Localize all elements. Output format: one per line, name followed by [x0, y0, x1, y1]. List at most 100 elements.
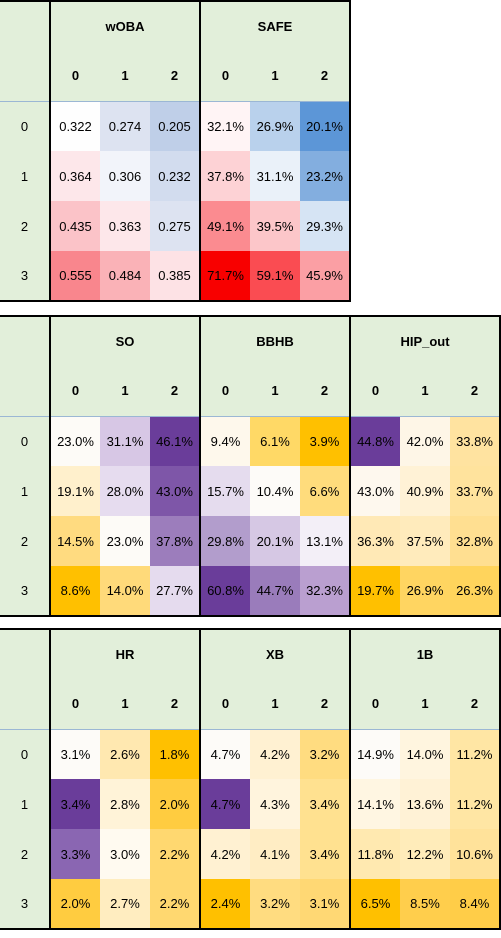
column-label: 0 [349, 678, 400, 730]
value-cell: 46.1% [150, 416, 200, 466]
column-label: 1 [100, 678, 150, 730]
row-label: 2 [0, 516, 50, 566]
column-label: 1 [400, 365, 450, 417]
value-cell: 0.363 [100, 201, 150, 251]
value-cell: 6.6% [300, 466, 350, 516]
value-cell: 19.7% [349, 566, 400, 617]
heatmap-table: HR XB 1B 0 1 2 0 1 2 0 1 2 0 3.1% 2.6% 1.8% 4.7% 4.2% 3.2%… [0, 628, 501, 930]
column-label: 2 [150, 365, 200, 417]
value-cell: 26.9% [250, 101, 300, 151]
value-cell: 13.1% [300, 516, 350, 566]
value-cell: 3.1% [300, 879, 350, 930]
table-row: 2 3.3% 3.0% 2.2% 4.2% 4.1% 3.4% 11.8% 12.2% 10.6% [0, 829, 501, 879]
column-label: 2 [300, 365, 350, 417]
value-cell: 23.0% [49, 416, 100, 466]
column-label: 0 [49, 365, 100, 417]
table-row: 2 14.5% 23.0% 37.8% 29.8% 20.1% 13.1% 36.3% 37.5… [0, 516, 501, 566]
value-cell: 4.7% [199, 779, 250, 829]
column-label: 2 [300, 50, 351, 102]
value-cell: 3.0% [100, 829, 150, 879]
value-cell: 37.8% [199, 151, 250, 201]
group-title: XB [199, 628, 350, 678]
group-title: SAFE [199, 0, 351, 50]
value-cell: 2.7% [100, 879, 150, 930]
value-cell: 32.8% [450, 516, 501, 566]
table-row: 1 0.364 0.306 0.232 37.8% 31.1% 23.2% [0, 151, 351, 201]
column-label: 2 [150, 50, 200, 102]
table-row: 3 2.0% 2.7% 2.2% 2.4% 3.2% 3.1% 6.5% 8.5% 8.4% [0, 879, 501, 930]
value-cell: 13.6% [400, 779, 450, 829]
value-cell: 3.2% [250, 879, 300, 930]
heatmap-table: wOBA SAFE 0 1 2 0 1 2 0 0.322 0.274 0.205 32.1% 26.9%… [0, 0, 351, 302]
value-cell: 37.8% [150, 516, 200, 566]
value-cell: 2.8% [100, 779, 150, 829]
value-cell: 0.275 [150, 201, 200, 251]
value-cell: 31.1% [100, 416, 150, 466]
value-cell: 3.4% [49, 779, 100, 829]
value-cell: 2.2% [150, 879, 200, 930]
value-cell: 2.0% [49, 879, 100, 930]
row-label: 0 [0, 729, 50, 779]
value-cell: 43.0% [349, 466, 400, 516]
column-label: 0 [49, 678, 100, 730]
value-cell: 8.5% [400, 879, 450, 930]
value-cell: 15.7% [199, 466, 250, 516]
value-cell: 4.3% [250, 779, 300, 829]
value-cell: 2.0% [150, 779, 200, 829]
value-cell: 59.1% [250, 251, 300, 302]
value-cell: 0.435 [49, 201, 100, 251]
value-cell: 14.0% [100, 566, 150, 617]
column-label: 1 [250, 678, 300, 730]
value-cell: 37.5% [400, 516, 450, 566]
value-cell: 0.232 [150, 151, 200, 201]
column-label: 1 [400, 678, 450, 730]
value-cell: 23.0% [100, 516, 150, 566]
value-cell: 8.4% [450, 879, 501, 930]
column-label: 0 [199, 678, 250, 730]
group-title: HR [49, 628, 200, 678]
corner-cell [0, 628, 50, 730]
row-label: 3 [0, 879, 50, 930]
corner-cell [0, 315, 50, 417]
value-cell: 26.9% [400, 566, 450, 617]
column-label: 1 [100, 50, 150, 102]
table-row: 0 3.1% 2.6% 1.8% 4.7% 4.2% 3.2% 14.9% 14.0% 11.2% [0, 729, 501, 779]
value-cell: 3.4% [300, 779, 350, 829]
value-cell: 3.9% [300, 416, 350, 466]
column-label: 2 [150, 678, 200, 730]
value-cell: 33.7% [450, 466, 501, 516]
value-cell: 6.1% [250, 416, 300, 466]
group-title: wOBA [49, 0, 200, 50]
column-label: 0 [199, 365, 250, 417]
value-cell: 0.364 [49, 151, 100, 201]
value-cell: 39.5% [250, 201, 300, 251]
value-cell: 4.2% [199, 829, 250, 879]
column-label: 2 [450, 678, 501, 730]
value-cell: 49.1% [199, 201, 250, 251]
table-row: 1 3.4% 2.8% 2.0% 4.7% 4.3% 3.4% 14.1% 13.6% 11.2% [0, 779, 501, 829]
column-label: 0 [199, 50, 250, 102]
value-cell: 10.4% [250, 466, 300, 516]
column-label: 1 [250, 50, 300, 102]
value-cell: 0.484 [100, 251, 150, 302]
row-label: 2 [0, 829, 50, 879]
column-label: 0 [49, 50, 100, 102]
value-cell: 26.3% [450, 566, 501, 617]
value-cell: 29.8% [199, 516, 250, 566]
value-cell: 3.4% [300, 829, 350, 879]
row-label: 1 [0, 779, 50, 829]
value-cell: 2.4% [199, 879, 250, 930]
value-cell: 36.3% [349, 516, 400, 566]
value-cell: 14.0% [400, 729, 450, 779]
value-cell: 3.3% [49, 829, 100, 879]
value-cell: 44.8% [349, 416, 400, 466]
column-label: 2 [300, 678, 350, 730]
row-label: 3 [0, 251, 50, 302]
value-cell: 23.2% [300, 151, 351, 201]
row-label: 1 [0, 466, 50, 516]
value-cell: 4.2% [250, 729, 300, 779]
corner-cell [0, 0, 50, 102]
row-label: 1 [0, 151, 50, 201]
group-title: SO [49, 315, 200, 365]
value-cell: 19.1% [49, 466, 100, 516]
